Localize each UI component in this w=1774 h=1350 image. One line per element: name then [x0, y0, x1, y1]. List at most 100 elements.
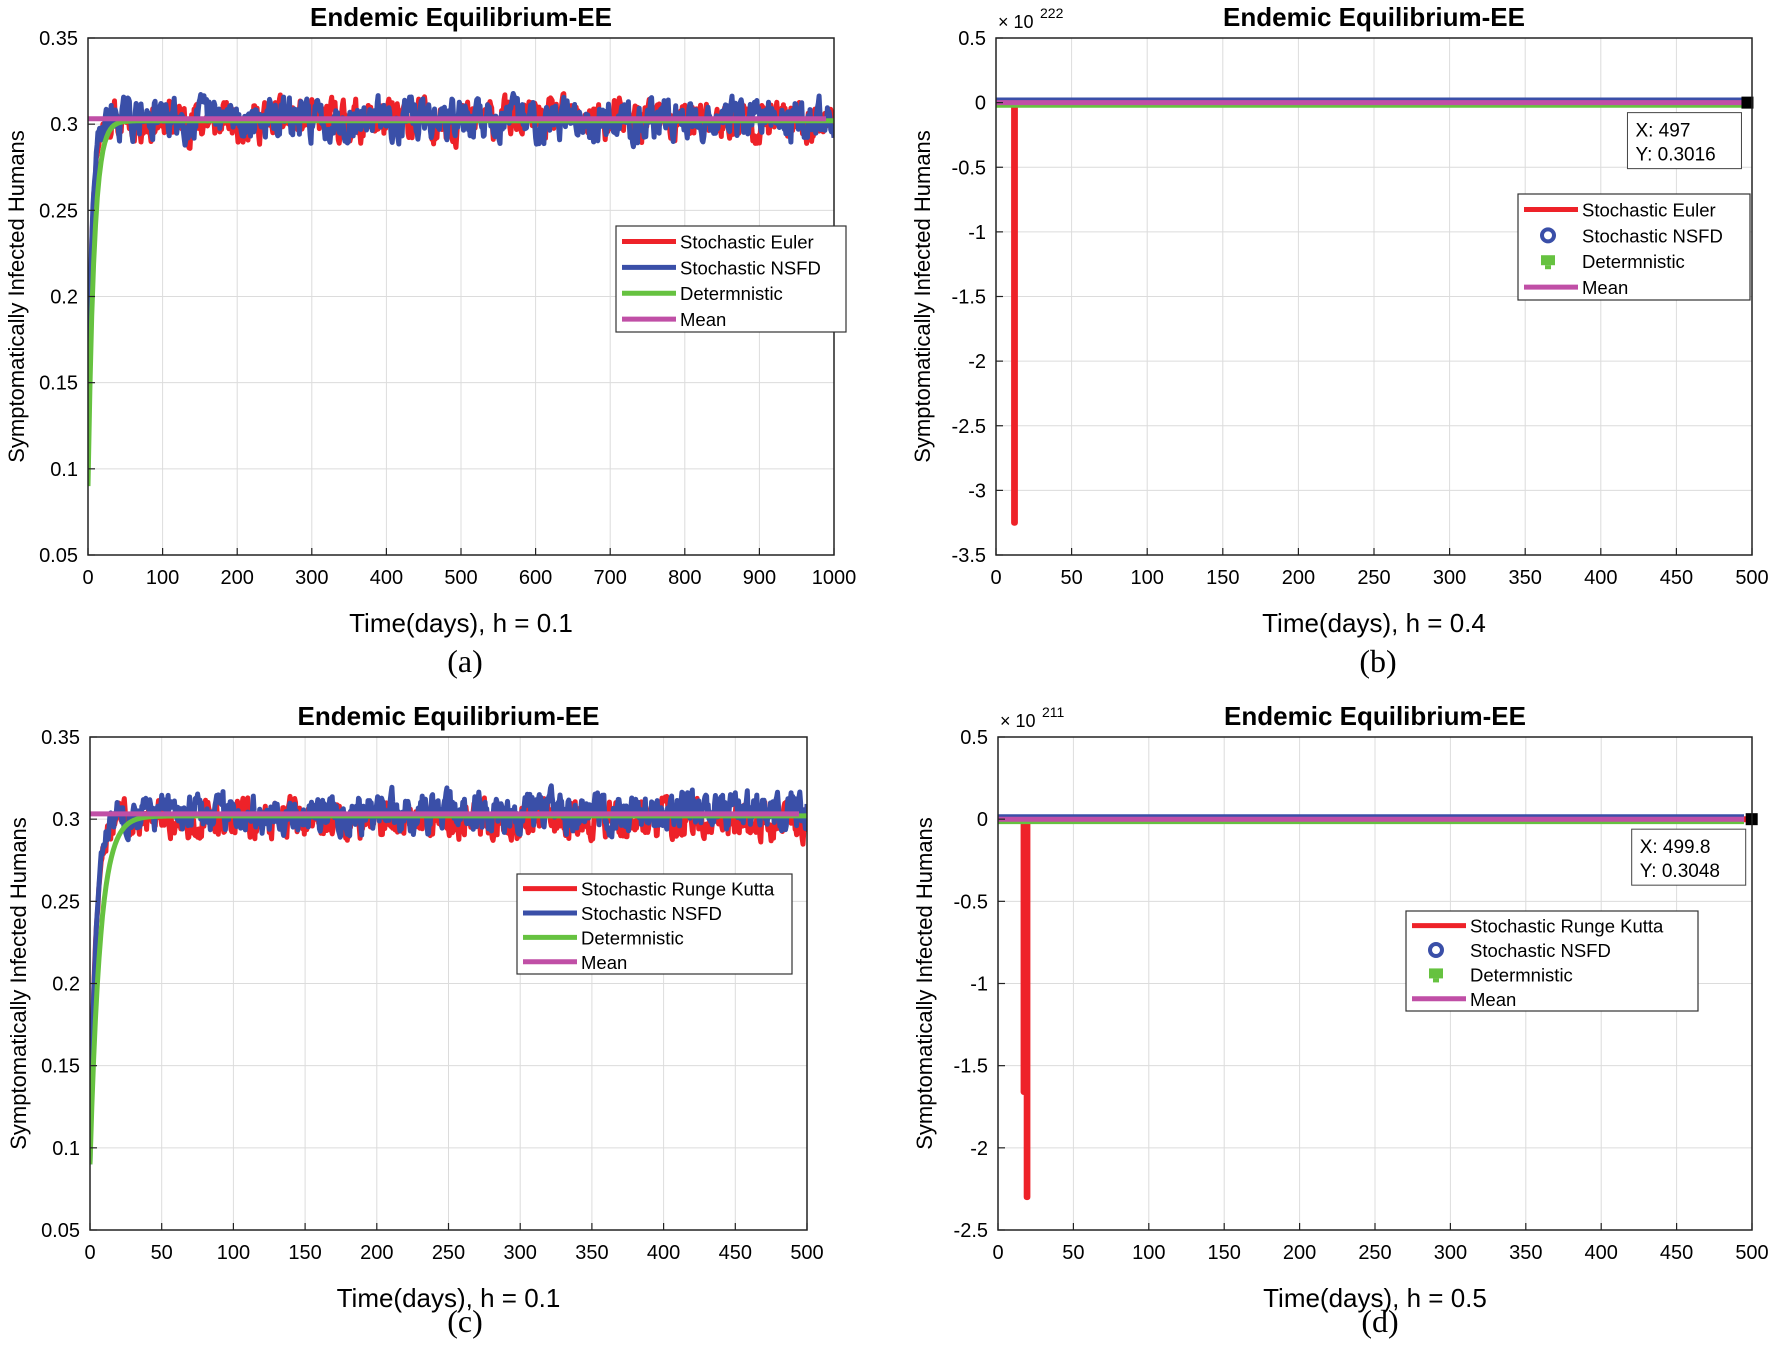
y-axis-label: Symptomatically Infected Humans: [912, 817, 937, 1150]
panel-caption: (a): [447, 643, 483, 679]
y-exponent: × 10 211: [1000, 704, 1065, 731]
y-tick-label: 0.2: [50, 287, 78, 309]
y-tick-label: -1.5: [952, 287, 986, 309]
x-tick-label: 200: [1283, 1242, 1316, 1264]
legend-item-nsfd: Stochastic NSFD: [1540, 225, 1723, 246]
x-tick-label: 200: [360, 1242, 393, 1264]
x-tick-label: 600: [519, 567, 552, 589]
chart-panel-d: X: 499.8 Y: 0.3048 0 50 100 150 200 250 300 350 40…: [912, 701, 1769, 1339]
x-tick-label: 400: [1584, 567, 1617, 589]
x-axis-label: Time(days), h = 0.4: [1262, 608, 1486, 638]
chart-title: Endemic Equilibrium-EE: [310, 2, 612, 32]
legend-label: Stochastic Runge Kutta: [1470, 916, 1664, 937]
datatip-box[interactable]: X: 499.8 Y: 0.3048: [1631, 828, 1747, 886]
chart-title: Endemic Equilibrium-EE: [1223, 2, 1525, 32]
x-tick-label: 50: [1062, 1242, 1084, 1264]
legend-label: Determnistic: [581, 927, 684, 948]
legend-label: Stochastic NSFD: [581, 903, 722, 924]
y-tick-label: 0.05: [39, 545, 78, 567]
legend-item-deterministic: Determnistic: [622, 283, 783, 304]
y-tick-label: -1: [970, 974, 988, 996]
y-tick-label: -2.5: [952, 416, 986, 438]
chart-panel-b: X: 497 Y: 0.3016 0 50 100 150 200 250 300 350 400 4…: [910, 2, 1769, 679]
y-tick-label: 0.3: [52, 809, 80, 831]
y-axis-label: Symptomatically Infected Humans: [6, 817, 31, 1150]
y-tick-label: -2: [970, 1138, 988, 1160]
legend-marker-circle: [1540, 227, 1556, 244]
panel-caption: (d): [1361, 1303, 1398, 1339]
y-tick-label: -0.5: [954, 891, 988, 913]
legend: Stochastic Runge Kutta Stochastic NSFD Det…: [1405, 910, 1699, 1012]
x-axis-label: Time(days), h = 0.5: [1263, 1283, 1487, 1313]
legend-label: Mean: [680, 309, 726, 330]
x-tick-label: 1000: [812, 567, 857, 589]
y-axis-label: Symptomatically Infected Humans: [4, 130, 29, 463]
datatip-y-label: Y: 0.3016: [1635, 145, 1715, 166]
x-tick-label: 0: [82, 567, 93, 589]
y-tick-label: -1: [968, 222, 986, 244]
legend-marker-square: [1429, 968, 1443, 979]
y-tick-label: 0.1: [52, 1138, 80, 1160]
legend: Stochastic Runge Kutta Stochastic NSFD Det…: [516, 873, 793, 975]
y-tick-label: -3.5: [952, 545, 986, 567]
x-tick-label: 900: [743, 567, 776, 589]
legend-item-mean: Mean: [1524, 277, 1628, 298]
x-tick-label: 800: [668, 567, 701, 589]
legend-item-deterministic: Determnistic: [1429, 964, 1573, 985]
datatip-x-label: X: 497: [1635, 121, 1690, 142]
x-tick-label: 450: [1660, 1242, 1693, 1264]
x-tick-label: 200: [221, 567, 254, 589]
series-group: [998, 814, 1752, 1201]
x-tick-label: 250: [1358, 1242, 1391, 1264]
legend-item-nsfd: Stochastic NSFD: [622, 257, 821, 278]
y-tick-label: 0.5: [958, 28, 986, 50]
legend-label: Determnistic: [680, 283, 783, 304]
datatip-marker[interactable]: [1741, 96, 1754, 109]
legend-label: Stochastic Runge Kutta: [581, 879, 775, 900]
x-axis-label: Time(days), h = 0.1: [337, 1283, 561, 1313]
x-tick-label: 350: [1509, 567, 1542, 589]
datatip-box[interactable]: X: 497 Y: 0.3016: [1626, 112, 1742, 170]
legend: Stochastic Euler Stochastic NSFD Determnis…: [1517, 193, 1751, 301]
legend-marker-square: [1541, 255, 1555, 266]
legend-label: Mean: [581, 952, 627, 973]
x-tick-label: 150: [1208, 1242, 1241, 1264]
x-tick-label: 250: [432, 1242, 465, 1264]
y-tick-label: 0.5: [960, 727, 988, 749]
y-exponent-base: × 10: [1000, 711, 1036, 731]
legend-label: Stochastic Euler: [680, 232, 814, 253]
x-tick-label: 500: [1735, 567, 1768, 589]
legend-label: Stochastic Euler: [1582, 200, 1716, 221]
datatip-bg: [1631, 828, 1747, 886]
legend-label: Mean: [1582, 277, 1628, 298]
legend-item-euler: Stochastic Euler: [622, 232, 814, 253]
chart-title: Endemic Equilibrium-EE: [1224, 701, 1526, 731]
legend-item-mean: Mean: [622, 309, 726, 330]
legend-marker-circle: [1428, 942, 1444, 959]
x-tick-label: 0: [84, 1242, 95, 1264]
series-line-nsfd: [90, 783, 807, 1165]
y-tick-label: 0.15: [39, 373, 78, 395]
y-exponent-power: 222: [1040, 5, 1064, 21]
x-tick-label: 400: [370, 567, 403, 589]
x-tick-label: 300: [295, 567, 328, 589]
x-tick-label: 350: [575, 1242, 608, 1264]
panel-caption: (b): [1359, 643, 1396, 679]
chart-panel-a: 0 100 200 300 400 500 600 700 800 900 1000 0.05 0.1 0…: [4, 2, 856, 679]
x-tick-label: 50: [151, 1242, 173, 1264]
legend-marker-stem: [1433, 978, 1439, 983]
x-tick-label: 150: [1206, 567, 1239, 589]
legend-item-nsfd: Stochastic NSFD: [1428, 940, 1611, 961]
y-tick-label: 0.05: [41, 1220, 80, 1242]
chart-panel-c: 0 50 100 150 200 250 300 350 400 450 500 0.05 0.1 0.1…: [6, 701, 824, 1339]
panel-caption: (c): [447, 1303, 483, 1339]
x-tick-label: 100: [1131, 567, 1164, 589]
legend-label: Mean: [1470, 989, 1516, 1010]
x-tick-label: 500: [444, 567, 477, 589]
y-tick-label: 0.25: [41, 891, 80, 913]
legend-marker-stem: [1545, 265, 1551, 270]
legend-label: Determnistic: [1582, 251, 1685, 272]
x-tick-label: 500: [790, 1242, 823, 1264]
legend-label: Stochastic NSFD: [1582, 225, 1723, 246]
legend-item-euler: Stochastic Runge Kutta: [1412, 916, 1664, 937]
